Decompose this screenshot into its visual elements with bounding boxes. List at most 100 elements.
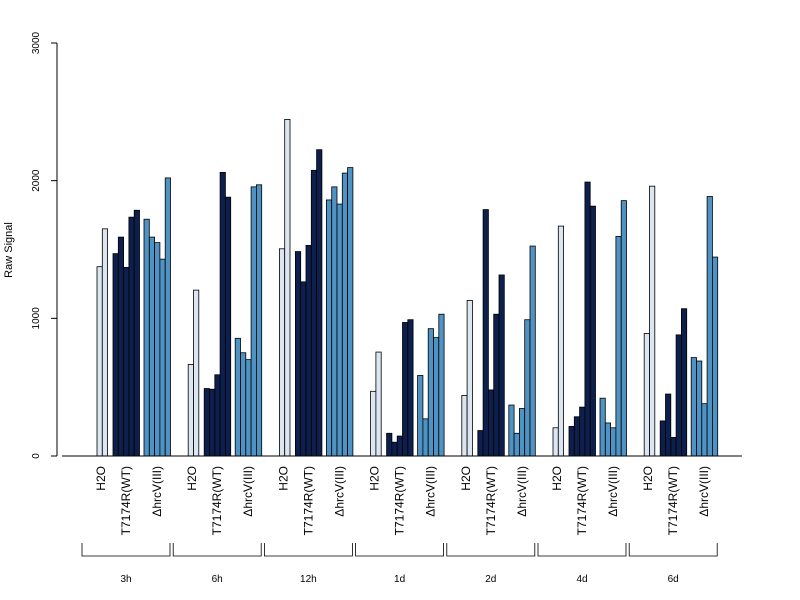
timepoint-label: 1d <box>394 574 405 585</box>
bar <box>696 360 703 457</box>
bar <box>386 432 393 457</box>
bar <box>701 403 708 457</box>
bar <box>422 418 429 457</box>
bar <box>573 416 580 457</box>
x-category-label: T7174R(WT) <box>301 466 315 535</box>
bar <box>209 388 216 457</box>
bar <box>690 357 697 457</box>
x-category-label: T7174R(WT) <box>393 466 407 535</box>
bar <box>407 319 414 457</box>
x-category-label: ΔhrcV(III) <box>606 466 620 517</box>
bar <box>96 266 103 457</box>
bar <box>310 169 317 457</box>
bar <box>101 228 109 457</box>
x-category-label: H2O <box>276 466 290 491</box>
bar <box>117 236 125 457</box>
bar <box>154 242 161 457</box>
bar <box>164 177 171 457</box>
bar <box>466 300 473 457</box>
x-category-label: ΔhrcV(III) <box>697 466 711 517</box>
bar <box>599 397 606 457</box>
timepoint-label: 3h <box>120 574 131 585</box>
bar <box>670 437 677 457</box>
timepoint-label: 2d <box>485 574 496 585</box>
bar <box>300 281 307 457</box>
bar <box>250 186 257 457</box>
timepoint-label: 6h <box>212 574 223 585</box>
bar <box>402 322 409 457</box>
bar <box>433 337 440 457</box>
bar <box>234 337 241 457</box>
timepoint-label: 6d <box>668 574 679 585</box>
bar <box>278 248 286 457</box>
bar <box>133 209 140 457</box>
bar <box>513 432 520 457</box>
bar <box>112 253 119 457</box>
bar <box>336 203 343 457</box>
x-category-label: H2O <box>368 466 382 491</box>
bar <box>427 328 434 457</box>
bar <box>438 313 445 457</box>
bar <box>524 319 531 457</box>
bar <box>643 333 650 457</box>
bar <box>331 186 338 457</box>
x-category-label: T7174R(WT) <box>575 466 589 535</box>
bar <box>193 289 200 457</box>
y-tick-label: 3000 <box>31 31 42 54</box>
bar <box>487 389 495 457</box>
y-axis-label: Raw Signal <box>3 222 15 278</box>
bar <box>143 218 150 457</box>
bar <box>214 374 221 457</box>
bar <box>294 251 302 457</box>
timepoint-bracket <box>537 543 627 557</box>
x-category-label: H2O <box>459 466 473 491</box>
bar <box>649 185 656 457</box>
bar <box>659 420 666 457</box>
bar <box>557 225 564 457</box>
y-axis: 0 1000 2000 3000 <box>31 31 58 459</box>
x-category-label: H2O <box>641 466 655 491</box>
bar <box>240 352 247 457</box>
bar <box>396 435 403 457</box>
bar <box>375 351 382 457</box>
bar <box>316 149 323 457</box>
y-tick-label: 1000 <box>31 307 42 330</box>
bar <box>584 181 591 457</box>
x-category-label: H2O <box>550 466 564 491</box>
bar <box>519 408 526 457</box>
y-tick-label: 2000 <box>31 169 42 192</box>
timepoint-bracket <box>264 543 353 557</box>
bar <box>187 364 194 457</box>
x-category-label: H2O <box>94 466 108 491</box>
bar <box>341 172 348 457</box>
x-category-label: ΔhrcV(III) <box>241 466 255 517</box>
bar <box>615 236 622 457</box>
bar <box>552 427 559 457</box>
bar <box>610 427 617 457</box>
bar <box>461 395 468 457</box>
bar <box>219 172 226 457</box>
bar <box>477 430 484 457</box>
x-category-label: ΔhrcV(III) <box>332 466 346 517</box>
bar <box>665 393 672 457</box>
bar <box>325 199 333 457</box>
bar <box>498 274 505 457</box>
bar <box>370 390 377 457</box>
bar <box>579 406 586 457</box>
timepoint-label: 12h <box>300 574 317 585</box>
bar <box>706 196 713 457</box>
bar <box>148 236 156 457</box>
bar <box>529 245 536 457</box>
bar <box>482 209 489 457</box>
bar <box>604 422 611 457</box>
bar <box>159 258 166 457</box>
timepoint-bracket <box>81 543 171 557</box>
x-category-label: T7174R(WT) <box>484 466 498 535</box>
timepoint-brackets: 3h 6h 12h 1d 2d 4d 6d <box>81 543 718 585</box>
bar <box>203 388 210 457</box>
timepoint-bracket <box>172 543 262 557</box>
bar <box>305 244 312 457</box>
bar <box>493 313 500 457</box>
bar <box>417 375 424 457</box>
